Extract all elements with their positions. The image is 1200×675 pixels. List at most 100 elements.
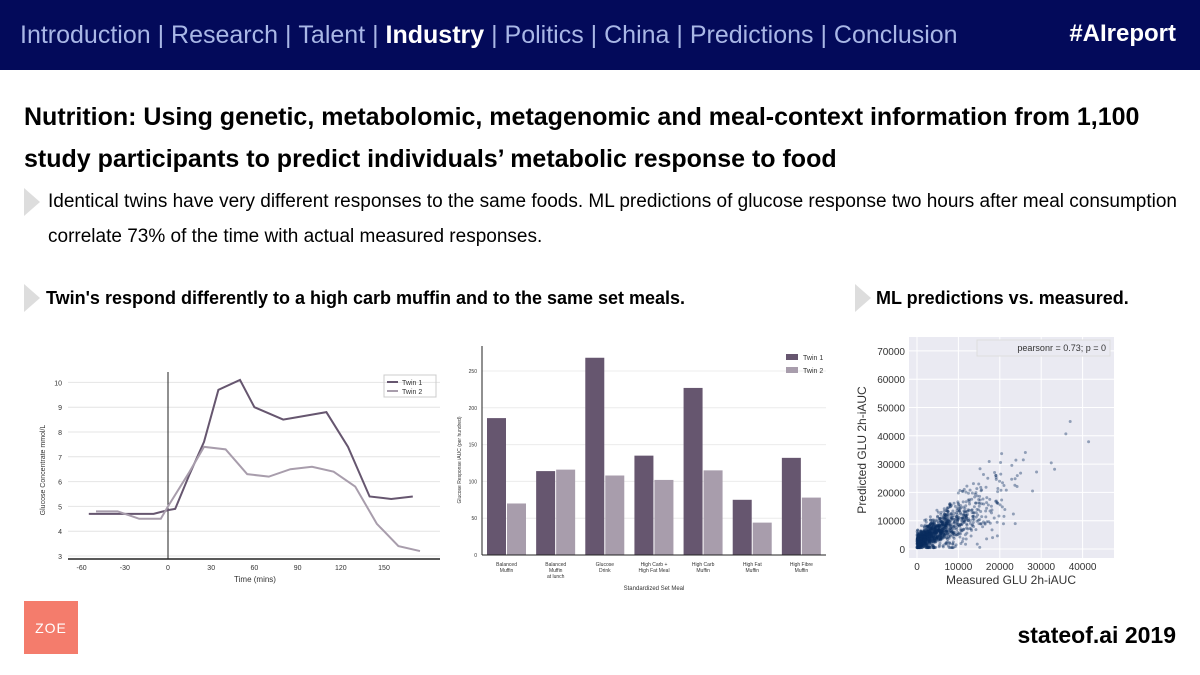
scatter-point (945, 529, 949, 533)
scatter-point (928, 531, 932, 535)
scatter-point (955, 521, 959, 525)
scatter-point (946, 519, 950, 523)
scatter-point (991, 536, 995, 540)
scatter-point (923, 535, 927, 539)
scatter-point (1068, 420, 1072, 424)
scatter-point (932, 519, 936, 523)
scatter-point (924, 531, 928, 535)
scatter-point (922, 537, 926, 541)
scatter-point (946, 522, 950, 526)
bar-twin-1 (585, 357, 605, 555)
nav-item-predictions[interactable]: Predictions (689, 20, 814, 49)
scatter-point (919, 541, 923, 545)
scatter-point (935, 536, 939, 540)
scatter-point (938, 537, 942, 541)
scatter-point (984, 485, 988, 489)
scatter-point (926, 537, 930, 541)
scatter-point (967, 500, 971, 504)
scatter-point (923, 535, 927, 539)
scatter-point (952, 520, 956, 524)
scatter-point (927, 532, 931, 536)
scatter-point (941, 545, 945, 549)
scatter-point (923, 535, 927, 539)
scatter-point (945, 506, 949, 510)
scatter-point (940, 522, 944, 526)
scatter-point (917, 540, 921, 544)
scatter-point (920, 543, 924, 547)
scatter-point (926, 527, 930, 531)
scatter-point (985, 537, 989, 541)
scatter-point (960, 529, 964, 533)
nav-item-china[interactable]: China (604, 20, 670, 49)
scatter-point (924, 527, 928, 531)
nav-item-talent[interactable]: Talent (298, 20, 366, 49)
y-tick-label: 10 (54, 380, 62, 387)
scatter-point (926, 529, 930, 533)
scatter-point (944, 524, 948, 528)
scatter-point (938, 526, 942, 530)
scatter-point (927, 545, 931, 549)
scatter-point (916, 540, 920, 544)
nav-item-politics[interactable]: Politics (504, 20, 584, 49)
x-tick-label: 30000 (1027, 562, 1055, 573)
scatter-point (965, 484, 969, 488)
scatter-point (943, 517, 947, 521)
scatter-point (942, 535, 946, 539)
scatter-point (947, 535, 951, 539)
scatter-point (944, 522, 948, 526)
scatter-point (934, 533, 938, 537)
scatter-point (916, 534, 920, 538)
scatter-point (924, 529, 928, 533)
scatter-point (928, 531, 932, 535)
scatter-point (953, 517, 957, 521)
bullet-arrow-icon (24, 188, 40, 216)
scatter-point (972, 517, 976, 521)
scatter-point (922, 525, 926, 529)
scatter-point (922, 531, 926, 535)
scatter-point (919, 544, 923, 548)
scatter-point (941, 519, 945, 523)
scatter-point (916, 537, 920, 541)
scatter-point (952, 531, 956, 535)
scatter-point (983, 522, 987, 526)
scatter-point (927, 533, 931, 537)
bar-twin-2 (605, 475, 625, 555)
scatter-point (972, 511, 976, 515)
bar-twin-1 (487, 418, 506, 555)
scatter-point (923, 536, 927, 540)
scatter-point (932, 538, 936, 542)
scatter-point (934, 532, 938, 536)
scatter-point (926, 529, 930, 533)
scatter-point (926, 546, 930, 550)
scatter-point (968, 502, 972, 506)
scatter-point (920, 538, 924, 542)
scatter-point (979, 485, 983, 489)
scatter-point (918, 541, 922, 545)
nav-item-conclusion[interactable]: Conclusion (833, 20, 958, 49)
scatter-point (956, 523, 960, 527)
scatter-point (941, 544, 945, 548)
nav-item-industry[interactable]: Industry (385, 20, 485, 49)
scatter-point (923, 539, 927, 543)
scatter-point (934, 529, 938, 533)
scatter-point (965, 512, 969, 516)
scatter-point (921, 537, 925, 541)
scatter-point (964, 504, 968, 508)
scatter-point (927, 529, 931, 533)
scatter-point (942, 532, 946, 536)
scatter-point (917, 533, 921, 537)
category-label: Drink (599, 568, 611, 574)
scatter-point (951, 514, 955, 518)
scatter-point (916, 543, 920, 547)
scatter-point (957, 531, 961, 535)
scatter-point (933, 540, 937, 544)
scatter-point (941, 516, 945, 520)
nav-item-introduction[interactable]: Introduction (20, 20, 151, 49)
scatter-point (930, 526, 934, 530)
y-tick-label: 250 (469, 369, 478, 375)
scatter-point (930, 538, 934, 542)
scatter-point (934, 534, 938, 538)
nav-separator: | (365, 20, 386, 49)
nav-item-research[interactable]: Research (171, 20, 279, 49)
scatter-point (925, 536, 929, 540)
